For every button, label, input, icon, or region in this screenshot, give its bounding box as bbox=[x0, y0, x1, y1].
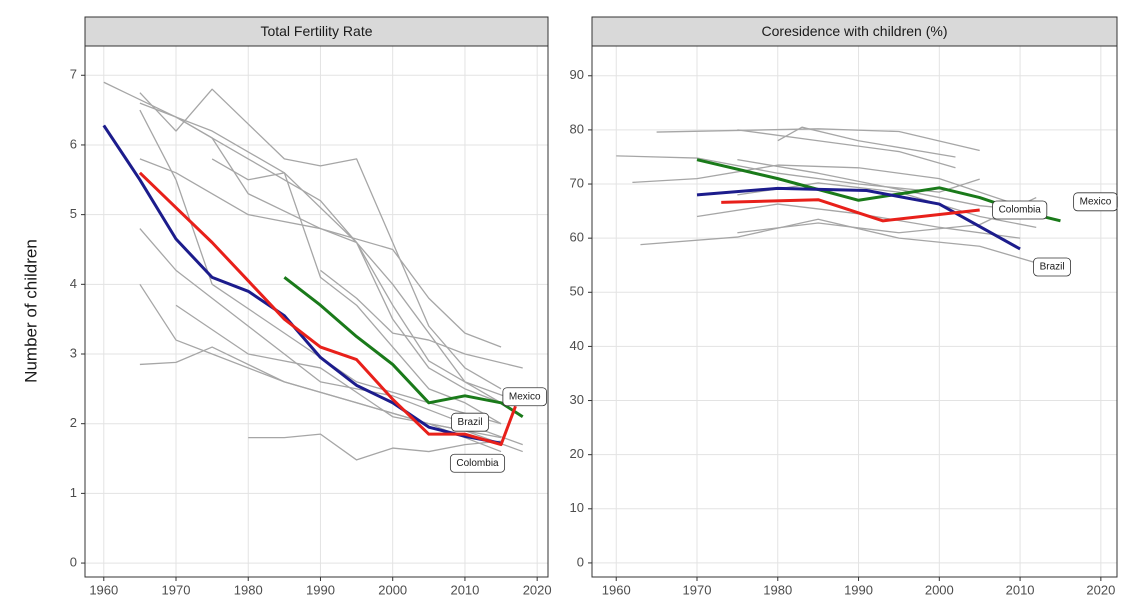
label-box bbox=[992, 200, 1048, 220]
x-tick-label: 1960 bbox=[602, 582, 631, 597]
y-axis-title: Number of children bbox=[21, 239, 40, 383]
x-tick-label: 1980 bbox=[763, 582, 792, 597]
x-tick-label: 1990 bbox=[306, 582, 335, 597]
series-line bbox=[102, 124, 502, 445]
y-tick-label: 4 bbox=[70, 276, 77, 291]
y-tick-label: 80 bbox=[570, 121, 584, 136]
label-box bbox=[449, 453, 506, 473]
y-tick-label: 2 bbox=[70, 415, 77, 430]
strip bbox=[591, 16, 1118, 47]
x-tick-label: 1970 bbox=[162, 582, 191, 597]
series-line bbox=[696, 186, 1021, 251]
series-label: Brazil bbox=[458, 417, 483, 428]
panel-title: Coresidence with children (%) bbox=[762, 23, 948, 39]
series-line bbox=[175, 116, 502, 348]
x-tick-label: 2020 bbox=[523, 582, 552, 597]
y-tick-label: 40 bbox=[570, 338, 584, 353]
panel-title: Total Fertility Rate bbox=[260, 23, 372, 39]
series-line bbox=[721, 198, 980, 223]
y-tick-label: 1 bbox=[70, 485, 77, 500]
series-label: Mexico bbox=[1080, 196, 1112, 207]
x-tick-label: 2000 bbox=[378, 582, 407, 597]
y-tick-label: 6 bbox=[70, 136, 77, 151]
series-line bbox=[320, 269, 523, 369]
x-tick-label: 1960 bbox=[89, 582, 118, 597]
x-tick-label: 1970 bbox=[683, 582, 712, 597]
y-tick-label: 30 bbox=[570, 392, 584, 407]
series-label: Colombia bbox=[456, 458, 499, 469]
x-tick-label: 1990 bbox=[844, 582, 873, 597]
series-line bbox=[138, 171, 517, 447]
strip bbox=[84, 16, 549, 47]
y-tick-label: 7 bbox=[70, 67, 77, 82]
panel-background bbox=[592, 46, 1117, 577]
y-tick-label: 3 bbox=[70, 345, 77, 360]
series-line bbox=[139, 158, 502, 404]
label-box bbox=[1033, 257, 1071, 277]
x-tick-label: 2020 bbox=[1086, 582, 1115, 597]
y-tick-label: 50 bbox=[570, 284, 584, 299]
y-tick-label: 0 bbox=[70, 555, 77, 570]
series-label: Colombia bbox=[999, 205, 1042, 216]
series-line bbox=[283, 276, 524, 418]
panel-background bbox=[85, 46, 548, 577]
series-line bbox=[632, 164, 1021, 207]
label-box bbox=[451, 412, 489, 432]
x-tick-label: 2010 bbox=[1006, 582, 1035, 597]
y-tick-label: 90 bbox=[570, 67, 584, 82]
y-tick-label: 20 bbox=[570, 446, 584, 461]
series-line bbox=[737, 129, 956, 169]
y-tick-label: 70 bbox=[570, 175, 584, 190]
x-tick-label: 1980 bbox=[234, 582, 263, 597]
y-tick-label: 10 bbox=[570, 500, 584, 515]
series-line bbox=[640, 218, 1045, 266]
label-box bbox=[502, 387, 547, 407]
series-line bbox=[139, 102, 502, 404]
series-label: Brazil bbox=[1040, 262, 1065, 273]
series-line bbox=[248, 433, 502, 461]
y-tick-label: 0 bbox=[577, 554, 584, 569]
y-tick-label: 5 bbox=[70, 206, 77, 221]
series-label: Mexico bbox=[509, 391, 541, 402]
series-line bbox=[737, 182, 1037, 228]
x-tick-label: 2010 bbox=[450, 582, 479, 597]
y-tick-label: 60 bbox=[570, 230, 584, 245]
series-line bbox=[175, 304, 523, 453]
series-line bbox=[777, 126, 956, 158]
series-line bbox=[139, 88, 502, 390]
x-tick-label: 2000 bbox=[925, 582, 954, 597]
